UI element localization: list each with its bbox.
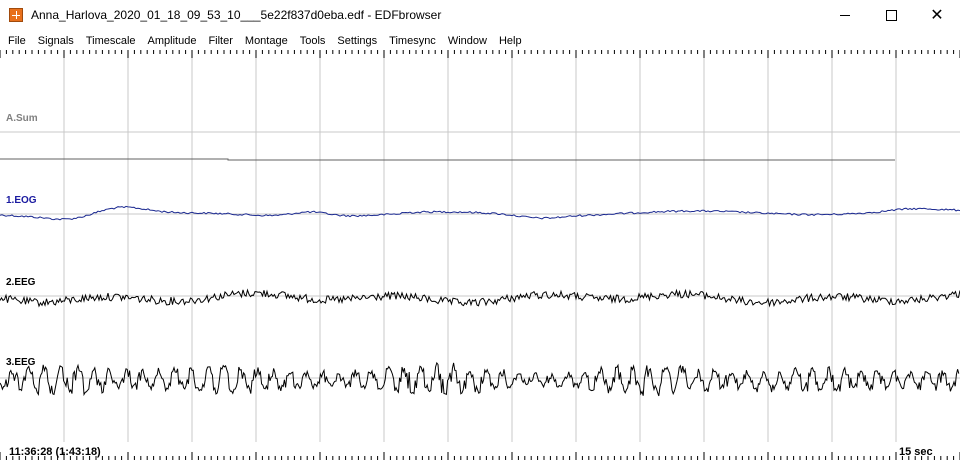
signal-label-eeg-3[interactable]: 3.EEG xyxy=(6,357,36,368)
signal-canvas[interactable] xyxy=(0,50,960,460)
window-title: Anna_Harlova_2020_01_18_09_53_10___5e22f… xyxy=(31,8,442,22)
signal-display-area[interactable]: A.Sum 1.EOG 2.EEG 3.EEG xyxy=(0,50,960,460)
signal-label-asum[interactable]: A.Sum xyxy=(6,113,38,124)
menu-filter[interactable]: Filter xyxy=(208,34,233,47)
minimize-icon xyxy=(840,15,850,16)
menu-settings[interactable]: Settings xyxy=(337,34,378,47)
menu-timescale[interactable]: Timescale xyxy=(85,34,136,47)
title-bar: Anna_Harlova_2020_01_18_09_53_10___5e22f… xyxy=(0,0,960,31)
menu-tools[interactable]: Tools xyxy=(299,34,326,47)
signal-trace-asum xyxy=(0,158,895,161)
menu-signals[interactable]: Signals xyxy=(37,34,74,47)
menu-window[interactable]: Window xyxy=(447,34,487,47)
signal-trace-eeg-2 xyxy=(0,288,960,308)
close-icon: ✕ xyxy=(930,6,944,24)
menu-timesync[interactable]: Timesync xyxy=(389,34,436,47)
signal-label-eog[interactable]: 1.EOG xyxy=(6,195,37,206)
menu-bar: File Signals Timescale Amplitude Filter … xyxy=(0,31,960,50)
maximize-icon xyxy=(885,10,897,21)
menu-amplitude[interactable]: Amplitude xyxy=(147,34,197,47)
minimize-button[interactable] xyxy=(822,0,868,31)
maximize-button[interactable] xyxy=(868,0,914,31)
edfbrowser-app-icon xyxy=(9,8,23,22)
signal-trace-eog xyxy=(0,205,960,221)
menu-montage[interactable]: Montage xyxy=(244,34,288,47)
menu-help[interactable]: Help xyxy=(498,34,522,47)
menu-file[interactable]: File xyxy=(8,34,26,47)
signal-label-eeg-2[interactable]: 2.EEG xyxy=(6,277,36,288)
current-time-readout: 11:36:28 (1:43:18) xyxy=(9,446,101,458)
timescale-readout: 15 sec xyxy=(899,446,933,458)
signal-trace-eeg-3 xyxy=(0,361,960,397)
close-button[interactable]: ✕ xyxy=(914,0,960,31)
